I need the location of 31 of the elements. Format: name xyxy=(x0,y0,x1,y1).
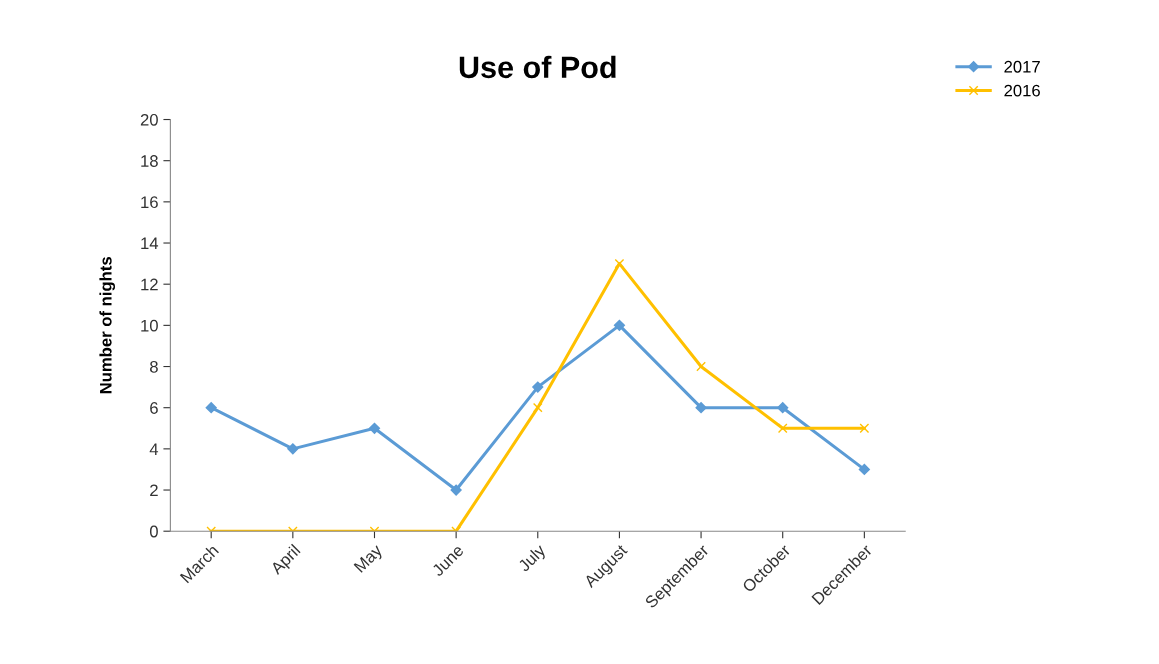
point xyxy=(777,402,789,414)
point xyxy=(613,319,626,331)
point xyxy=(696,361,706,372)
legend-label: 2017 xyxy=(1004,60,1040,73)
point xyxy=(532,381,544,393)
point xyxy=(858,463,870,476)
y-tick-label: 12 xyxy=(141,278,158,291)
point xyxy=(695,402,707,414)
point xyxy=(777,423,788,434)
y-tick-label: 6 xyxy=(150,402,158,414)
y-tick-label: 14 xyxy=(141,237,159,250)
y-tick-label: 4 xyxy=(149,443,159,455)
y-tick-label: 20 xyxy=(140,113,158,126)
y-tick-label: 18 xyxy=(141,155,158,167)
legend-label: 2016 xyxy=(1004,84,1040,97)
y-tick-label: 8 xyxy=(150,360,158,373)
y-tick-label: 2 xyxy=(150,484,158,497)
y-tick-label: 0 xyxy=(149,525,158,538)
point xyxy=(614,258,625,269)
y-axis-title: Number of nights xyxy=(99,257,116,394)
point xyxy=(205,402,217,414)
point xyxy=(450,484,462,496)
x-tick-label: July xyxy=(517,543,549,575)
point xyxy=(859,423,870,434)
y-tick-label: 10 xyxy=(141,319,158,332)
x-tick-label: May xyxy=(353,543,386,576)
point xyxy=(368,422,381,434)
y-tick-label: 16 xyxy=(141,196,158,209)
point xyxy=(532,402,543,413)
point xyxy=(287,443,299,455)
chart-title: Use of Pod xyxy=(459,55,616,79)
